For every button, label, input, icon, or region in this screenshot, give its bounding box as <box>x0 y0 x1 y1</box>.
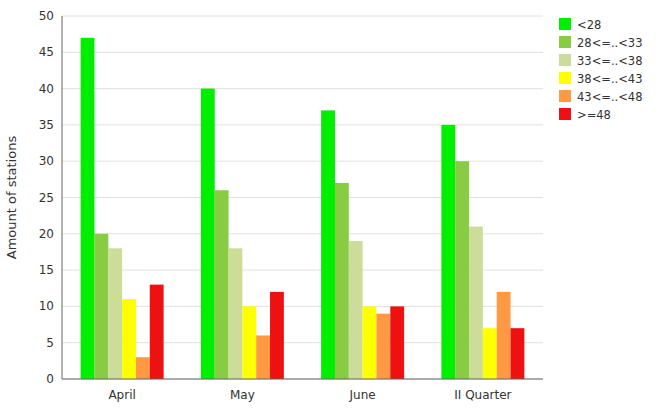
grid-line <box>62 161 543 162</box>
bar-series <box>81 38 456 379</box>
legend-swatch <box>559 90 571 102</box>
bar[interactable] <box>201 89 215 379</box>
legend-label: 33<=..<38 <box>577 54 643 68</box>
legend-swatch <box>559 54 571 66</box>
bar-series <box>150 285 525 379</box>
legend-item[interactable]: 43<=..<48 <box>559 90 643 104</box>
bar[interactable] <box>108 248 122 379</box>
legend-swatch <box>559 18 571 30</box>
x-axis-ticks: April May June II Quarter <box>108 388 511 402</box>
chart: 0 5 10 15 20 25 30 35 40 45 50 April May June II Quart… <box>0 0 667 415</box>
x-tick-label: June <box>349 388 376 402</box>
y-tick-label: 40 <box>39 82 54 96</box>
bar[interactable] <box>469 227 483 379</box>
bar[interactable] <box>483 328 497 379</box>
legend: <28 28<=..<33 33<=..<38 38<=..<43 43<=..<48 >… <box>559 18 643 122</box>
y-tick-label: 15 <box>39 263 54 277</box>
y-tick-label: 0 <box>46 372 54 386</box>
bar[interactable] <box>122 299 136 379</box>
grid <box>62 16 543 379</box>
legend-item[interactable]: 33<=..<38 <box>559 54 643 68</box>
x-tick-label: April <box>108 388 135 402</box>
bar[interactable] <box>321 110 335 379</box>
grid-line <box>62 197 543 198</box>
bar[interactable] <box>242 306 256 379</box>
bar[interactable] <box>363 306 377 379</box>
bar[interactable] <box>335 183 349 379</box>
y-tick-label: 35 <box>39 118 54 132</box>
legend-item[interactable]: >=48 <box>559 108 611 122</box>
bar[interactable] <box>349 241 363 379</box>
grid-line <box>62 124 543 125</box>
y-tick-label: 30 <box>39 154 54 168</box>
y-tick-label: 20 <box>39 227 54 241</box>
grid-line <box>62 52 543 53</box>
bar[interactable] <box>511 328 525 379</box>
legend-swatch <box>559 36 571 48</box>
grid-line <box>62 379 543 380</box>
y-tick-label: 5 <box>46 336 54 350</box>
x-tick-label: II Quarter <box>454 388 511 402</box>
y-axis-ticks: 0 5 10 15 20 25 30 35 40 45 50 <box>39 9 54 386</box>
legend-label: 28<=..<33 <box>577 36 643 50</box>
grid-line <box>62 88 543 89</box>
chart-container: 0 5 10 15 20 25 30 35 40 45 50 April May June II Quart… <box>0 0 667 415</box>
y-axis-line <box>62 16 63 379</box>
bar[interactable] <box>455 161 469 379</box>
legend-swatch <box>559 108 571 120</box>
legend-label: <28 <box>577 18 601 32</box>
y-tick-label: 45 <box>39 45 54 59</box>
bar-series <box>94 161 469 379</box>
bar-series <box>136 292 511 379</box>
bar[interactable] <box>497 292 511 379</box>
legend-item[interactable]: <28 <box>559 18 601 32</box>
bar[interactable] <box>390 306 404 379</box>
bar-series <box>122 299 497 379</box>
legend-swatch <box>559 72 571 84</box>
bar[interactable] <box>270 292 284 379</box>
bar[interactable] <box>81 38 95 379</box>
legend-label: 43<=..<48 <box>577 90 643 104</box>
grid-line <box>62 16 543 17</box>
bar[interactable] <box>441 125 455 379</box>
bar[interactable] <box>256 335 270 379</box>
bar[interactable] <box>215 190 229 379</box>
y-tick-label: 25 <box>39 191 54 205</box>
y-axis-label: Amount of stations <box>4 136 19 260</box>
legend-item[interactable]: 28<=..<33 <box>559 36 643 50</box>
bars <box>81 38 525 379</box>
bar-series <box>108 227 483 379</box>
bar[interactable] <box>150 285 164 379</box>
x-axis-line <box>62 379 543 380</box>
bar[interactable] <box>376 314 390 379</box>
legend-label: >=48 <box>577 108 611 122</box>
bar[interactable] <box>136 357 150 379</box>
y-tick-label: 10 <box>39 299 54 313</box>
x-tick-label: May <box>230 388 255 402</box>
legend-item[interactable]: 38<=..<43 <box>559 72 643 86</box>
legend-label: 38<=..<43 <box>577 72 643 86</box>
bar[interactable] <box>229 248 243 379</box>
bar[interactable] <box>94 234 108 379</box>
y-tick-label: 50 <box>39 9 54 23</box>
